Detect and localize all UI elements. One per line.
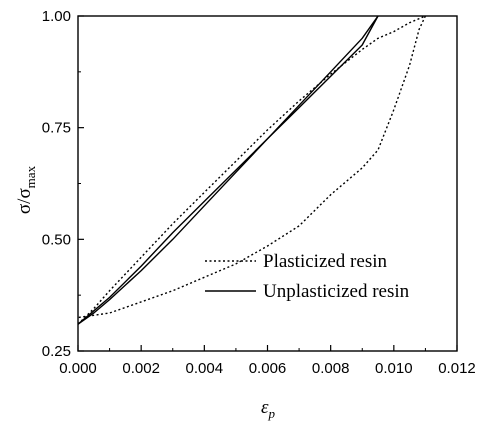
x-tick-label: 0.004 [186,360,224,377]
plot-area [77,15,427,325]
y-tick-label: 1.00 [42,8,71,25]
series-unplasticized-unloading-line [77,15,379,325]
x-tick-label: 0.002 [122,360,160,377]
y-tick-label: 0.50 [42,231,71,248]
x-axis-label-base: ε [261,397,269,418]
y-tick-label: 0.25 [42,343,71,360]
x-tick-label: 0.000 [59,360,97,377]
legend: Plasticized resin Unplasticized resin [205,251,410,302]
x-axis-label: εp [261,397,276,421]
legend-label-plasticized: Plasticized resin [263,251,387,272]
x-axis-label-sub: p [268,406,276,421]
y-tick-label: 0.75 [42,120,71,137]
x-tick-label: 0.012 [438,360,476,377]
y-axis-label-base: σ/σ [14,188,35,214]
y-axis-label: σ/σmax [14,165,38,214]
y-axis-label-sub: max [23,165,38,188]
ticks: 0.000 0.002 0.004 0.006 0.008 0.010 0.012 0.25 0… [42,8,476,377]
series-plasticized-unloading-line [77,15,427,319]
legend-label-unplasticized: Unplasticized resin [263,281,410,302]
x-tick-label: 0.010 [375,360,413,377]
series-plasticized-loading-line [77,15,426,325]
x-tick-label: 0.008 [312,360,350,377]
x-tick-label: 0.006 [249,360,287,377]
series-unplasticized-loading-line [77,15,379,325]
